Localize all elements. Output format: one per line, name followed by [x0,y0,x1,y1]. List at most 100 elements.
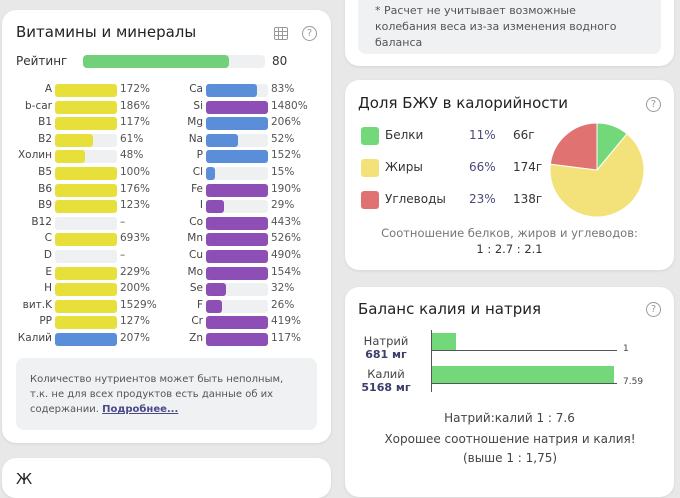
weight-note: * Расчет не учитывает возможные колебани… [358,0,661,54]
nutrient-percent: – [120,215,126,228]
nutrient-name: Zn [189,332,203,344]
nutrient-name: C [44,232,52,245]
chart-axis [431,330,432,392]
nutrient-name: B2 [38,132,52,145]
nutrient-name: Калий [17,332,52,344]
nutrient-bar [55,216,117,230]
nutrient-bar [206,133,268,147]
bar-name: Натрий [363,334,409,348]
nutrient-name: A [44,83,52,95]
nutrient-percent: 15% [271,166,295,178]
nutrient-percent: 172% [120,83,151,95]
nutrient-bar [206,233,268,247]
nutrient-bar-fill [206,316,268,330]
next-card: Ж [2,458,331,498]
nutrient-bar [55,200,117,214]
nutrient-row: B2 61% [2,133,162,147]
rating-bar [83,55,265,68]
legend-grams: 66г [513,128,535,142]
nutrient-name: Mn [187,232,203,245]
nutrient-name: D [43,249,52,261]
rating-value: 80 [272,54,288,68]
nutrient-bar [55,117,117,131]
nutrient-name: H [44,282,52,295]
nutrient-percent: 61% [120,132,144,145]
nutrient-name: I [199,199,203,212]
table-view-icon[interactable] [274,27,288,40]
nutrient-percent: 100% [120,166,151,178]
potassium-title: Баланс калия и натрия [358,300,542,318]
nutrient-bar-fill [55,200,117,214]
more-link[interactable]: Подробнее... [102,404,179,415]
nutrient-bar-fill [206,233,268,247]
nutrient-row: Cl 15% [153,166,313,180]
nutrient-bar-fill [55,333,117,346]
nutrient-row: E 229% [2,266,162,280]
nutrient-bar [206,167,268,180]
nutrient-bar-fill [206,84,258,97]
nutrient-percent: 1480% [271,99,308,112]
nutrient-name: B9 [38,199,52,212]
bar-amount: 5168 мг [361,381,411,394]
nutrient-bar-fill [55,299,117,313]
nutrient-row: Ca 83% [153,83,313,97]
nutrient-bar [206,250,268,263]
nutrient-name: B12 [31,215,52,228]
nutrient-row: Холин 48% [2,149,162,164]
nutrient-percent: 123% [120,199,151,212]
nutrient-row: F 26% [153,299,313,313]
nutrient-bar-fill [55,167,117,180]
nutrient-bar [55,283,117,297]
next-card-title: Ж [16,470,33,488]
nutrient-bar-fill [206,200,224,214]
nutrient-percent: 117% [271,332,302,344]
nutrient-percent: 32% [271,282,295,295]
nutrient-name: B6 [38,182,52,195]
nutrient-percent: 200% [120,282,151,295]
nutrient-percent: 207% [120,332,151,344]
baseline [432,350,617,351]
bju-ratio-label: Соотношение белков, жиров и углеводов: [381,226,638,240]
bar-label: Натрий 681 мг [345,334,427,362]
nutrient-row: Mn 526% [153,232,313,247]
nutrient-percent: 176% [120,182,151,195]
vitamins-card: Витамины и минералы ? Рейтинг 80 A 172% b… [2,10,331,443]
baseline [432,383,617,384]
nutrient-percent: 443% [271,215,302,228]
bju-legend-item: Углеводы 23% 138г [361,191,542,211]
legend-percent: 66% [469,160,496,174]
nutrient-bar-fill [55,133,93,147]
help-icon[interactable]: ? [302,26,317,41]
bar-label: Калий 5168 мг [345,368,427,395]
vitamins-title: Витамины и минералы [16,23,197,41]
help-icon[interactable]: ? [646,302,661,317]
nutrient-row: A 172% [2,83,162,97]
nutrient-percent: 48% [120,149,144,162]
nutrient-bar [55,333,117,346]
help-icon[interactable]: ? [646,97,661,112]
nutrient-row: I 29% [153,199,313,214]
nutrient-bar-fill [55,100,117,114]
nutrient-bar [55,183,117,197]
nutrient-row: B12 – [2,216,162,230]
nutrient-name: P [196,149,203,162]
nutrient-bar [206,283,268,297]
bju-legend-item: Жиры 66% 174г [361,159,542,179]
bju-card: Доля БЖУ в калорийности ? Белки 11% 66г … [345,80,674,270]
nutrient-row: D – [2,249,162,263]
nutrient-row: Zn 117% [153,332,313,346]
nutrient-bar-fill [55,84,117,97]
nutrient-bar-fill [206,333,268,346]
nutrient-name: Mo [187,265,203,278]
nutrient-name: b-car [25,99,52,112]
nutrient-bar-fill [55,316,117,330]
balance-bar [432,366,614,383]
bar-value: 1 [623,344,629,354]
nutrient-row: B6 176% [2,183,162,197]
nutrient-row: Fe 190% [153,183,313,197]
nutrient-percent: 83% [271,83,295,95]
nutrient-percent: 1529% [120,298,157,311]
nutrient-name: Холин [17,149,52,162]
potassium-sodium-card: Баланс калия и натрия ? Натрий 681 мг 1 … [345,287,674,497]
nutrient-percent: 206% [271,116,302,129]
